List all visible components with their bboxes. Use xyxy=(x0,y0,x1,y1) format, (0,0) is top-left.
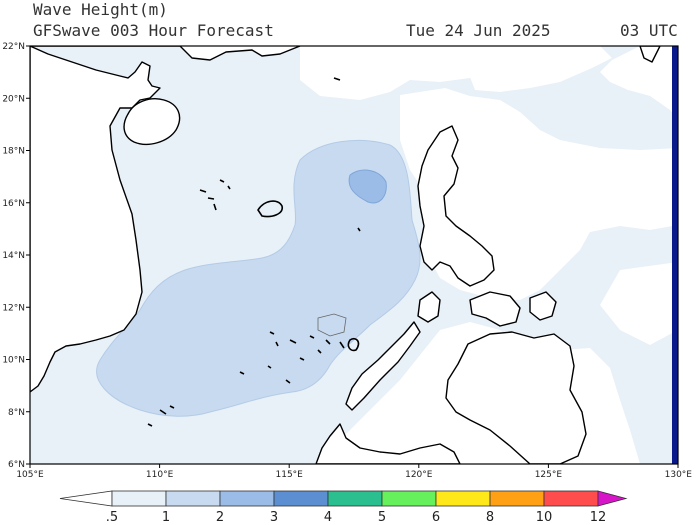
legend-swatch xyxy=(543,490,599,507)
forecast-label: GFSwave 003 Hour Forecast xyxy=(33,21,274,40)
frame-edge xyxy=(672,46,678,464)
legend-swatch xyxy=(111,490,167,507)
forecast-hour: 03 UTC xyxy=(620,21,678,40)
lat-tick-label: 8°N xyxy=(8,408,25,418)
legend-high-arrow xyxy=(597,490,628,507)
lon-tick-label: 120°E xyxy=(405,470,433,480)
lon-tick-label: 115°E xyxy=(276,470,304,480)
legend-label: 2 xyxy=(216,510,224,525)
map-plot-area xyxy=(30,46,678,464)
legend-swatch xyxy=(165,490,221,507)
latitude-ticks: 22°N 20°N 18°N 16°N 14°N 12°N 10°N 8°N 6°N xyxy=(2,42,30,470)
legend-label: 12 xyxy=(590,510,607,525)
legend-swatch xyxy=(435,490,491,507)
legend-swatch xyxy=(327,490,383,507)
legend-low-arrow xyxy=(59,490,113,507)
legend-label: 5 xyxy=(378,510,386,525)
lat-tick-label: 12°N xyxy=(2,303,25,313)
legend-label: 1 xyxy=(162,510,170,525)
lat-tick-label: 22°N xyxy=(2,42,25,52)
lon-tick-label: 125°E xyxy=(535,470,563,480)
legend-label: 4 xyxy=(324,510,332,525)
legend-label: .5 xyxy=(106,510,118,525)
small-islands xyxy=(147,77,361,427)
lat-tick-label: 18°N xyxy=(2,147,25,157)
legend-label: 8 xyxy=(486,510,494,525)
legend-label: 6 xyxy=(432,510,440,525)
longitude-ticks: 105°E 110°E 115°E 120°E 125°E 130°E xyxy=(16,464,692,480)
coastlines xyxy=(30,46,661,464)
lon-tick-label: 130°E xyxy=(665,470,693,480)
legend-swatch xyxy=(489,490,545,507)
lat-tick-label: 10°N xyxy=(2,356,25,366)
lat-tick-label: 16°N xyxy=(2,199,25,209)
wave-band-2-3m xyxy=(348,169,387,204)
lat-tick-label: 14°N xyxy=(2,251,25,261)
map-title: Wave Height(m) xyxy=(33,0,168,19)
wave-height-legend: .5 1 2 3 4 5 6 8 10 12 xyxy=(59,490,628,525)
legend-label: 10 xyxy=(536,510,553,525)
legend-label: 3 xyxy=(270,510,278,525)
lon-tick-label: 105°E xyxy=(16,470,44,480)
lat-tick-label: 20°N xyxy=(2,94,25,104)
legend-swatch xyxy=(381,490,437,507)
legend-swatch xyxy=(219,490,275,507)
lat-tick-label: 6°N xyxy=(8,460,25,470)
legend-swatch xyxy=(273,490,329,507)
reef-outline xyxy=(317,313,347,337)
lon-tick-label: 110°E xyxy=(146,470,174,480)
forecast-date: Tue 24 Jun 2025 xyxy=(406,21,551,40)
